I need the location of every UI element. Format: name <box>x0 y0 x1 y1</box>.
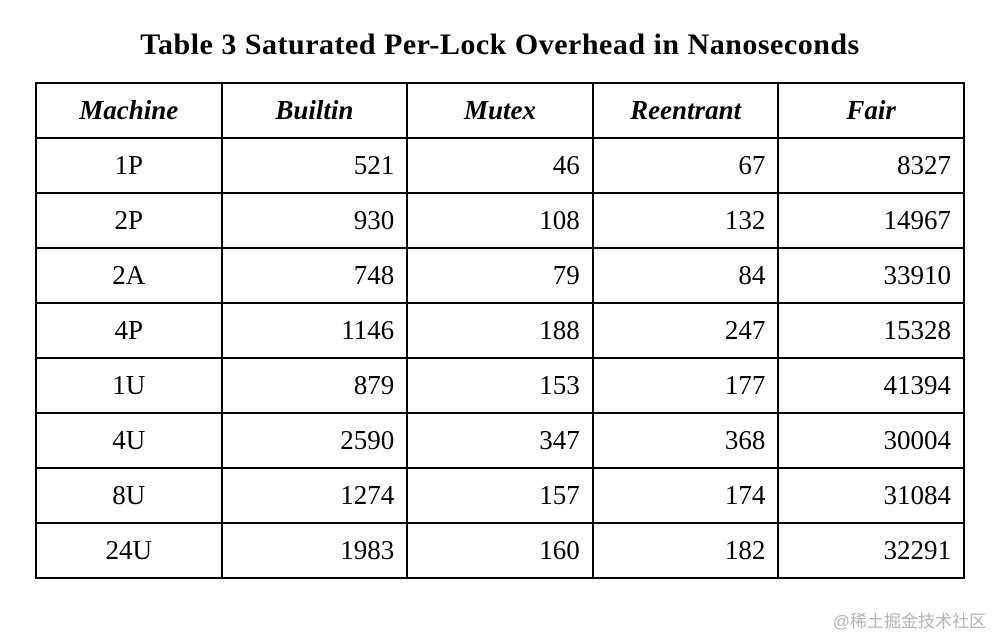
machine-cell: 8U <box>35 467 223 524</box>
builtin-cell: 1146 <box>220 302 409 359</box>
per-lock-overhead-table: Machine Builtin Mutex Reentrant Fair 1P … <box>35 82 965 579</box>
reentrant-cell: 174 <box>591 467 780 524</box>
mutex-cell: 79 <box>406 247 594 304</box>
reentrant-cell: 84 <box>591 247 780 304</box>
column-header-reentrant: Reentrant <box>591 82 780 139</box>
column-header-machine: Machine <box>35 82 223 139</box>
mutex-cell: 157 <box>406 467 594 524</box>
mutex-cell: 46 <box>406 137 594 194</box>
builtin-cell: 1983 <box>220 522 409 579</box>
table-row: 24U 1983 160 182 32291 <box>35 522 965 579</box>
machine-cell: 24U <box>35 522 223 579</box>
fair-cell: 8327 <box>777 137 965 194</box>
reentrant-cell: 177 <box>591 357 780 414</box>
column-header-fair: Fair <box>777 82 965 139</box>
builtin-cell: 2590 <box>220 412 409 469</box>
mutex-cell: 347 <box>406 412 594 469</box>
machine-cell: 1P <box>35 137 223 194</box>
fair-cell: 31084 <box>777 467 965 524</box>
table-row: 1P 521 46 67 8327 <box>35 137 965 194</box>
machine-cell: 4U <box>35 412 223 469</box>
fair-cell: 32291 <box>777 522 965 579</box>
column-header-builtin: Builtin <box>220 82 409 139</box>
machine-cell: 2P <box>35 192 223 249</box>
table-title: Table 3 Saturated Per-Lock Overhead in N… <box>140 28 860 61</box>
machine-cell: 1U <box>35 357 223 414</box>
fair-cell: 14967 <box>777 192 965 249</box>
table-row: 1U 879 153 177 41394 <box>35 357 965 414</box>
builtin-cell: 930 <box>220 192 409 249</box>
table-row: 4P 1146 188 247 15328 <box>35 302 965 359</box>
mutex-cell: 108 <box>406 192 594 249</box>
header-row: Machine Builtin Mutex Reentrant Fair <box>35 82 965 139</box>
fair-cell: 41394 <box>777 357 965 414</box>
reentrant-cell: 132 <box>591 192 780 249</box>
fair-cell: 33910 <box>777 247 965 304</box>
reentrant-cell: 67 <box>591 137 780 194</box>
column-header-mutex: Mutex <box>406 82 594 139</box>
mutex-cell: 153 <box>406 357 594 414</box>
fair-cell: 30004 <box>777 412 965 469</box>
machine-cell: 4P <box>35 302 223 359</box>
table-row: 8U 1274 157 174 31084 <box>35 467 965 524</box>
machine-cell: 2A <box>35 247 223 304</box>
reentrant-cell: 368 <box>591 412 780 469</box>
watermark: @稀土掘金技术社区 <box>832 612 986 631</box>
builtin-cell: 879 <box>220 357 409 414</box>
fair-cell: 15328 <box>777 302 965 359</box>
mutex-cell: 188 <box>406 302 594 359</box>
builtin-cell: 748 <box>220 247 409 304</box>
reentrant-cell: 182 <box>591 522 780 579</box>
mutex-cell: 160 <box>406 522 594 579</box>
builtin-cell: 521 <box>220 137 409 194</box>
builtin-cell: 1274 <box>220 467 409 524</box>
table-row: 2P 930 108 132 14967 <box>35 192 965 249</box>
reentrant-cell: 247 <box>591 302 780 359</box>
table-row: 4U 2590 347 368 30004 <box>35 412 965 469</box>
page: Table 3 Saturated Per-Lock Overhead in N… <box>0 28 1000 631</box>
table-row: 2A 748 79 84 33910 <box>35 247 965 304</box>
